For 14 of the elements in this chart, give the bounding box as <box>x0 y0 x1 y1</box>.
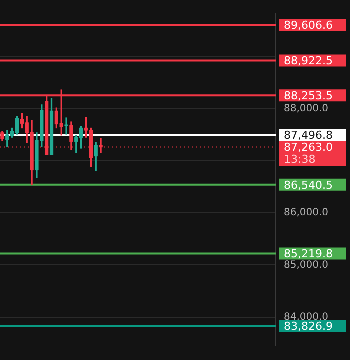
ref-line-label: 89,606.6 <box>284 18 333 32</box>
ref-line-label: 87,263.0 <box>284 141 333 154</box>
text: 13:38 <box>284 153 316 166</box>
ref-line-label: 85,219.8 <box>284 248 333 261</box>
y-tick-label: 88,000.0 <box>284 103 329 114</box>
ref-line-label: 86,540.5 <box>284 178 333 192</box>
ref-line-label: 83,826.9 <box>284 320 333 334</box>
ref-line-label: 87,496.8 <box>284 128 333 142</box>
ref-line-label: 88,922.5 <box>284 54 333 68</box>
candlestick <box>64 118 68 135</box>
ref-line-label: 88,253.5 <box>284 90 333 103</box>
y-tick-label: 84,000.0 <box>284 312 329 323</box>
y-tick-label: 86,000.0 <box>284 208 329 219</box>
y-tick-label: 85,000.0 <box>284 260 329 271</box>
